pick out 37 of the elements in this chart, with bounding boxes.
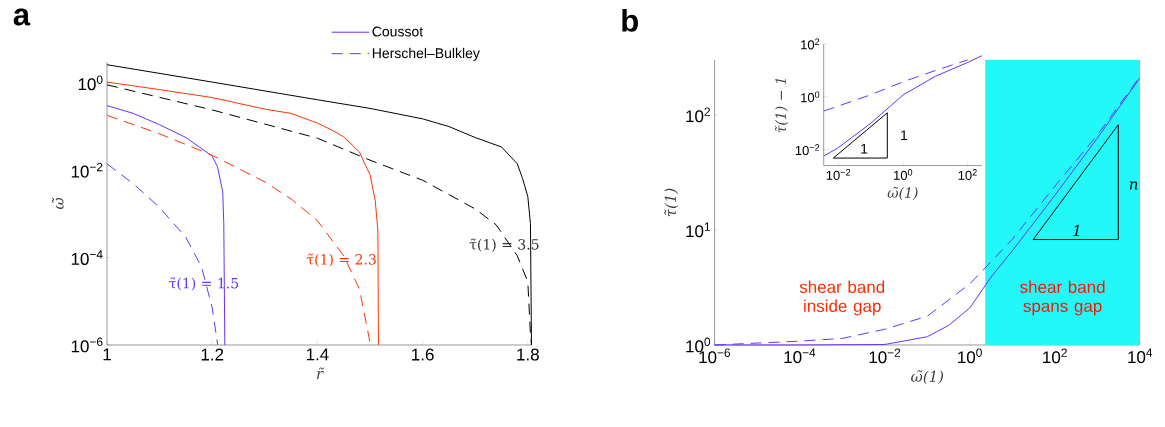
y-tick-label: 10$^{−4}$ [71, 250, 103, 265]
x-axis-title: ω̃(1) [911, 370, 944, 385]
legend-label: Herschel–Bulkley [372, 47, 480, 61]
x-tick-label: 1.2 [201, 348, 224, 361]
x-axis-title: r̃ [316, 367, 325, 380]
x-tick-label: 10$^{0}$ [958, 348, 982, 364]
annotation: shear band inside gap [799, 280, 885, 316]
x-tick-label: 1.6 [412, 348, 434, 361]
y-tick-label: 10$^{0}$ [801, 91, 820, 103]
annotation: 1 [901, 130, 908, 141]
y-tick-label: 10$^{−2}$ [795, 144, 820, 156]
y-tick-label: 10$^{0}$ [78, 75, 103, 91]
x-tick-label: 1.4 [306, 348, 329, 361]
x-tick-label: 10$^{−2}$ [826, 169, 851, 180]
line-series [106, 163, 219, 346]
y-axis-title: ω̃ [51, 197, 64, 210]
x-tick-label: 10$^{4}$ [1128, 348, 1153, 364]
x-axis-title: ω̃(1) [887, 186, 918, 200]
y-tick-label: 10$^{1}$ [686, 222, 710, 238]
y-axis-title: τ̃(1) [664, 188, 679, 217]
annotation: τ̃(1) = 2.3 [306, 253, 376, 267]
x-tick-label: 10$^{0}$ [894, 169, 913, 180]
x-tick-label: 10$^{−2}$ [869, 348, 901, 364]
y-axis-title: τ̃(1) − 1 [774, 79, 788, 133]
x-tick-label: 1.8 [517, 348, 539, 361]
legend-label: Coussot [372, 26, 424, 37]
band-label: shear band spans gap [1020, 280, 1105, 316]
y-tick-label: 10$^{2}$ [801, 38, 820, 50]
x-tick-label: 10$^{2}$ [1043, 348, 1067, 364]
chart-title: a [13, 8, 31, 26]
x-tick-label: 10$^{2}$ [958, 169, 977, 180]
annotation: 1 [861, 143, 868, 154]
x-tick-label: 1 [103, 348, 111, 361]
chart-title: b [622, 9, 638, 32]
annotation: 1 [1073, 224, 1079, 237]
y-tick-label: 10$^{2}$ [686, 107, 710, 123]
annotation: n [1129, 181, 1138, 190]
